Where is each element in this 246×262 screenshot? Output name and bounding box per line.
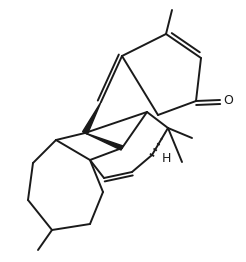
Polygon shape	[83, 102, 101, 134]
Text: O: O	[223, 94, 233, 106]
Text: H: H	[162, 151, 171, 165]
Polygon shape	[85, 133, 123, 150]
